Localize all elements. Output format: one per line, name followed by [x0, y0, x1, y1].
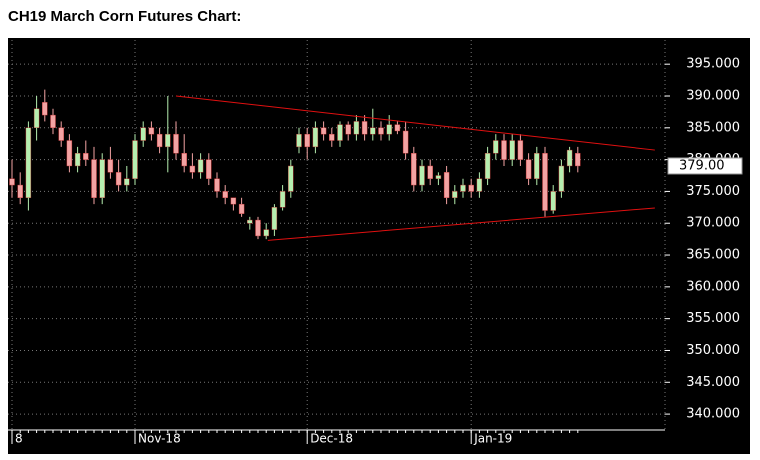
candle-body: [214, 178, 220, 192]
candle-body: [99, 159, 105, 198]
candle-body: [394, 124, 401, 132]
y-tick-label: 365.000: [686, 248, 740, 263]
y-tick-label: 395.000: [686, 57, 740, 72]
candle-body: [566, 149, 573, 167]
candle-body: [25, 127, 32, 198]
y-tick-label: 375.000: [686, 184, 740, 199]
candle-body: [74, 153, 81, 167]
candle-body: [534, 153, 540, 179]
candle-body: [156, 133, 163, 148]
candle-body: [443, 172, 450, 198]
candle-body: [132, 140, 138, 179]
y-tick-label: 350.000: [686, 343, 740, 358]
x-tick-label: Jan-19: [473, 432, 512, 446]
chart-background: [8, 38, 750, 454]
candle-body: [140, 127, 146, 141]
candle-body: [148, 127, 155, 135]
candle-body: [525, 159, 532, 179]
candle-body: [435, 175, 442, 179]
y-tick-label: 355.000: [686, 311, 740, 326]
candle-body: [427, 165, 433, 179]
candle-body: [17, 184, 23, 198]
trendline: [267, 207, 655, 241]
x-tick-label: 8: [15, 432, 23, 446]
candle-body: [181, 153, 187, 167]
candle-body: [189, 165, 196, 173]
chart-title: CH19 March Corn Futures Chart:: [8, 8, 241, 25]
candle-body: [468, 184, 474, 192]
y-tick-label: 385.000: [686, 120, 740, 135]
candle-body: [304, 133, 310, 148]
candle-body: [107, 159, 114, 173]
candle-body: [50, 114, 56, 128]
candle-body: [66, 140, 73, 167]
candle-body: [124, 178, 130, 186]
candle-body: [255, 219, 261, 237]
candle-body: [312, 127, 319, 148]
last-price-label: 379.00: [679, 158, 725, 173]
candle-body: [484, 153, 491, 179]
candle-body: [230, 197, 237, 205]
candle-body: [411, 153, 417, 186]
y-tick-label: 390.000: [686, 88, 740, 103]
candle-body: [460, 184, 466, 192]
candle-body: [222, 191, 228, 198]
candle-body: [58, 127, 64, 141]
y-tick-label: 360.000: [686, 279, 740, 294]
candle-body: [501, 140, 507, 160]
candle-body: [419, 165, 425, 186]
candle-body: [9, 178, 15, 186]
candle-body: [296, 133, 302, 148]
candle-body: [493, 140, 499, 154]
candle-body: [238, 203, 245, 214]
candle-body: [165, 133, 171, 148]
x-tick-label: Dec-18: [310, 432, 353, 446]
candle-body: [550, 191, 556, 211]
trendline: [175, 95, 655, 151]
last-price-box: [667, 157, 743, 175]
candle-body: [91, 159, 97, 198]
candle-body: [452, 191, 458, 198]
candle-body: [206, 159, 212, 179]
candle-body: [247, 219, 253, 224]
candle-body: [509, 140, 515, 160]
candle-body: [386, 124, 392, 135]
candle-body: [402, 130, 409, 154]
y-tick-label: 370.000: [686, 216, 740, 231]
candle-body: [329, 133, 335, 141]
candle-body: [271, 207, 278, 230]
candle-body: [361, 121, 368, 135]
candle-body: [558, 165, 565, 192]
candle-body: [476, 178, 483, 192]
candle-body: [542, 153, 548, 211]
candle-body: [83, 153, 89, 160]
candle-body: [263, 229, 269, 237]
candle-body: [115, 172, 122, 186]
candle-body: [288, 165, 294, 192]
candle-body: [345, 124, 351, 135]
candle-body: [575, 153, 581, 167]
y-tick-label: 345.000: [686, 375, 740, 390]
candle-body: [173, 133, 179, 154]
candle-body: [370, 127, 376, 135]
candle-body: [517, 140, 524, 160]
candle-body: [353, 121, 360, 135]
x-tick-label: Nov-18: [138, 432, 181, 446]
candle-body: [42, 102, 48, 116]
candle-body: [197, 159, 204, 173]
y-tick-label: 340.000: [686, 407, 740, 422]
candle-body: [337, 124, 343, 141]
candle-body: [279, 191, 286, 208]
candle-body: [320, 127, 327, 135]
candle-body: [33, 108, 40, 128]
candle-body: [378, 127, 384, 135]
